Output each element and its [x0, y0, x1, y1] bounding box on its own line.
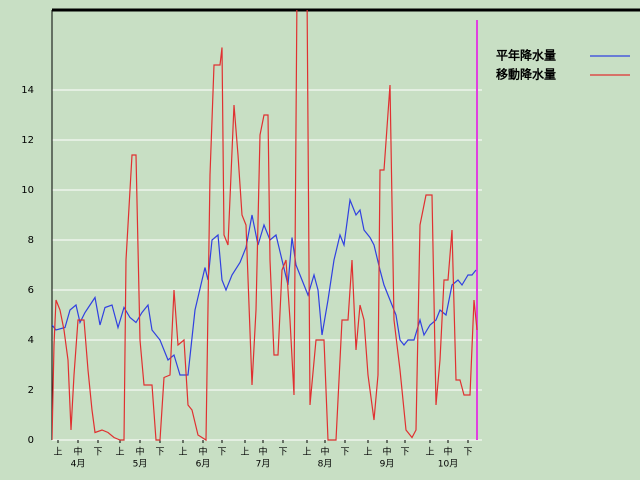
- x-tick-label: 下: [278, 448, 287, 458]
- y-tick-label: 8: [28, 235, 34, 246]
- x-tick-label: 上: [302, 447, 311, 458]
- series-line: [52, 197, 477, 376]
- x-tick-label: 下: [217, 448, 226, 458]
- x-tick-label: 中: [258, 446, 267, 458]
- y-tick-label: 2: [28, 385, 34, 396]
- y-tick-label: 0: [28, 435, 34, 446]
- legend-label: 移動降水量: [496, 67, 556, 82]
- y-tick-label: 6: [28, 285, 34, 296]
- x-tick-label: 上: [363, 447, 372, 458]
- month-label: 4月: [71, 459, 86, 470]
- month-label: 7月: [256, 459, 271, 470]
- legend-label: 平年降水量: [496, 48, 556, 63]
- month-label: 6月: [196, 459, 211, 470]
- y-tick-label: 4: [28, 335, 34, 346]
- x-tick-label: 中: [135, 446, 144, 458]
- month-label: 10月: [438, 459, 458, 470]
- x-tick-label: 上: [240, 447, 249, 458]
- month-label: 9月: [380, 459, 395, 470]
- x-tick-label: 中: [198, 446, 207, 458]
- x-tick-label: 上: [115, 447, 124, 458]
- x-tick-label: 下: [400, 448, 409, 458]
- y-tick-label: 14: [21, 85, 34, 96]
- month-label: 8月: [318, 459, 333, 470]
- series-line: [52, 10, 478, 442]
- y-tick-label: 12: [21, 135, 34, 146]
- x-tick-label: 下: [340, 448, 349, 458]
- x-tick-label: 上: [53, 447, 62, 458]
- y-tick-label: 10: [21, 185, 34, 196]
- x-tick-label: 中: [443, 446, 452, 458]
- month-label: 5月: [133, 459, 148, 470]
- x-tick-label: 下: [93, 448, 102, 458]
- x-tick-label: 中: [320, 446, 329, 458]
- x-tick-label: 上: [425, 447, 434, 458]
- x-tick-label: 下: [155, 448, 164, 458]
- x-tick-label: 中: [382, 446, 391, 458]
- x-tick-label: 下: [463, 448, 472, 458]
- x-tick-label: 中: [73, 446, 82, 458]
- x-tick-label: 上: [178, 447, 187, 458]
